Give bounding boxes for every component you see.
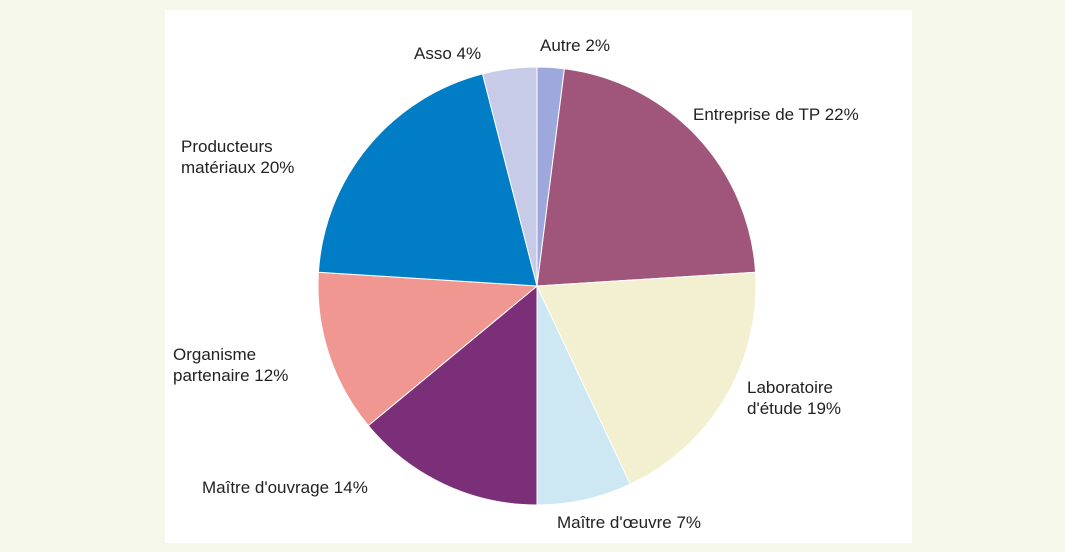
value-label: 4% [456, 44, 482, 63]
slice-label: Laboratoire d'étude 19% [747, 377, 887, 419]
slice-label: Maître d'œuvre 7% [557, 512, 777, 533]
value-label: 20% [260, 158, 295, 177]
slice-label: Asso 4% [414, 43, 514, 64]
pie-slice [481, 66, 538, 287]
category-label: Asso [414, 44, 452, 63]
category-label: Entreprise de TP [693, 105, 820, 124]
category-label: Maître d'œuvre [557, 513, 672, 532]
pie-slice [536, 68, 757, 287]
value-label: 7% [676, 513, 702, 532]
pie-slice [367, 284, 538, 506]
slice-label: Organisme partenaire 12% [173, 344, 323, 386]
category-label: Autre [540, 36, 581, 55]
slice-label: Autre 2% [540, 35, 660, 56]
category-label: Producteurs matériaux [181, 137, 273, 177]
slice-label: Maître d'ouvrage 14% [202, 477, 432, 498]
slice-label: Entreprise de TP 22% [693, 104, 933, 125]
value-label: 2% [585, 36, 610, 55]
value-label: 19% [806, 399, 842, 418]
pie-slice [317, 73, 538, 287]
pie-slice [317, 271, 539, 427]
value-label: 14% [333, 478, 368, 497]
pie-slice [536, 271, 757, 485]
category-label: Organisme partenaire [173, 345, 257, 385]
value-label: 22% [824, 105, 859, 124]
slice-label: Producteurs matériaux 20% [181, 136, 351, 178]
category-label: Laboratoire d'étude [747, 378, 834, 418]
category-label: Maître d'ouvrage [202, 478, 330, 497]
value-label: 12% [254, 366, 289, 385]
